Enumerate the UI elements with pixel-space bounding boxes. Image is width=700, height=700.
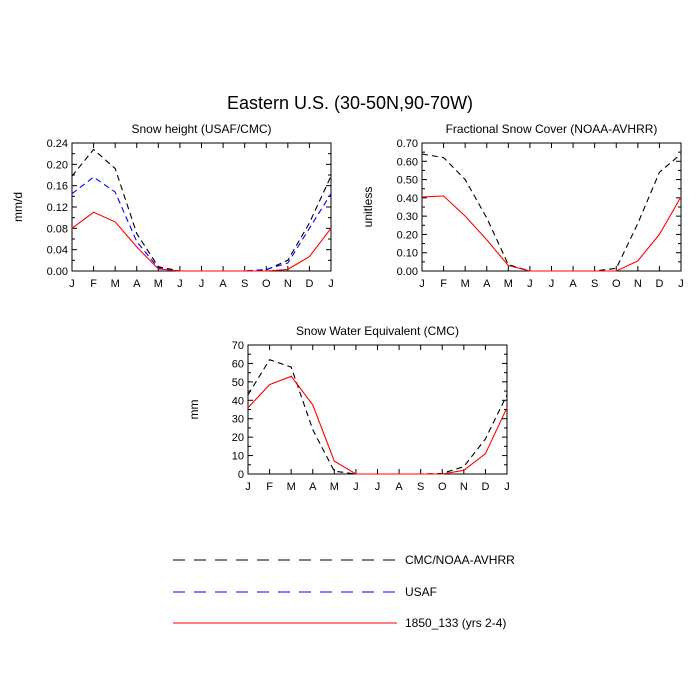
x-tick-label: F [440, 278, 447, 290]
y-tick-label: 0.24 [47, 138, 68, 150]
x-tick-label: A [219, 278, 227, 290]
x-tick-label: D [481, 481, 489, 493]
x-tick-label: J [375, 481, 381, 493]
y-tick-label: 40 [232, 395, 244, 407]
x-tick-label: F [90, 278, 97, 290]
x-tick-label: J [199, 278, 205, 290]
series-line-1850-133-yrs-2-4- [71, 211, 332, 272]
legend: CMC/NOAA-AVHRR USAF 1850_133 (yrs 2-4) [173, 553, 515, 630]
x-tick-label: M [461, 278, 470, 290]
snow-height-panel: Snow height (USAF/CMC) 0.00 0.04 0.08 0.12 0.… [11, 122, 334, 290]
x-tick-label: F [266, 481, 273, 493]
x-tick-label: J [504, 481, 510, 493]
y-tick-label: 0.20 [47, 159, 68, 171]
y-tick-label: 0.30 [397, 211, 418, 223]
x-tick-label: M [154, 278, 163, 290]
panel-title: Snow Water Equivalent (CMC) [296, 324, 459, 338]
figure-title: Eastern U.S. (30-50N,90-70W) [227, 93, 473, 113]
y-axis-label: unitless [361, 187, 375, 228]
x-tick-label: J [549, 278, 555, 290]
x-tick-label: D [305, 278, 313, 290]
y-tick-label: 30 [232, 414, 244, 426]
x-tick-label: A [133, 278, 141, 290]
legend-label: USAF [405, 585, 437, 599]
x-tick-label: N [284, 278, 292, 290]
x-tick-label: J [527, 278, 533, 290]
x-tick-label: J [328, 278, 334, 290]
y-tick-label: 0.20 [397, 229, 418, 241]
x-tick-label: M [330, 481, 339, 493]
x-tick-label: O [612, 278, 621, 290]
x-tick-label: S [591, 278, 598, 290]
x-tick-label: S [417, 481, 424, 493]
panel-title: Snow height (USAF/CMC) [131, 122, 271, 136]
legend-label: 1850_133 (yrs 2-4) [405, 616, 506, 630]
x-tick-label: O [438, 481, 447, 493]
y-tick-label: 0 [238, 469, 244, 481]
series-line-cmc-noaa-avhrr [71, 148, 332, 272]
x-tick-label: J [245, 481, 251, 493]
x-tick-label: J [678, 278, 684, 290]
plot-frame [421, 142, 682, 272]
x-tick-label: J [69, 278, 75, 290]
x-tick-label: A [483, 278, 491, 290]
y-axis-label: mm/d [11, 192, 25, 222]
plot-frame [247, 344, 508, 475]
x-tick-label: A [569, 278, 577, 290]
y-tick-label: 70 [232, 340, 244, 352]
x-tick-label: J [177, 278, 183, 290]
x-tick-label: S [241, 278, 248, 290]
x-tick-label: N [634, 278, 642, 290]
y-tick-label: 20 [232, 432, 244, 444]
y-tick-label: 50 [232, 377, 244, 389]
y-tick-label: 60 [232, 358, 244, 370]
y-tick-label: 0.08 [47, 223, 68, 235]
snow-water-equivalent-panel: Snow Water Equivalent (CMC) 0 10 20 30 40 50 60… [187, 324, 510, 493]
y-tick-label: 0.00 [47, 266, 68, 278]
y-tick-label: 0.70 [397, 138, 418, 150]
x-tick-label: N [460, 481, 468, 493]
x-tick-label: D [655, 278, 663, 290]
series-line-cmc-noaa-avhrr [247, 359, 508, 475]
x-tick-label: A [395, 481, 403, 493]
y-tick-label: 0.60 [397, 156, 418, 168]
series-line-usaf [71, 176, 332, 272]
y-tick-label: 10 [232, 451, 244, 463]
x-tick-label: O [262, 278, 271, 290]
y-tick-label: 0.12 [47, 202, 68, 214]
legend-label: CMC/NOAA-AVHRR [405, 553, 515, 567]
x-tick-label: M [287, 481, 296, 493]
y-tick-label: 0.40 [397, 193, 418, 205]
panel-title: Fractional Snow Cover (NOAA-AVHRR) [446, 122, 658, 136]
x-tick-label: J [419, 278, 425, 290]
y-axis-label: mm [187, 400, 201, 420]
y-tick-label: 0.16 [47, 181, 68, 193]
y-tick-label: 0.00 [397, 266, 418, 278]
y-tick-label: 0.50 [397, 175, 418, 187]
series-line-1850-133-yrs-2-4- [247, 375, 508, 475]
x-tick-label: J [353, 481, 359, 493]
x-tick-label: M [111, 278, 120, 290]
x-tick-label: M [504, 278, 513, 290]
x-tick-label: A [309, 481, 317, 493]
series-line-1850-133-yrs-2-4- [421, 195, 682, 272]
fractional-snow-cover-panel: Fractional Snow Cover (NOAA-AVHRR) 0.00 0.… [361, 122, 684, 290]
y-tick-label: 0.10 [397, 248, 418, 260]
y-tick-label: 0.04 [47, 245, 68, 257]
